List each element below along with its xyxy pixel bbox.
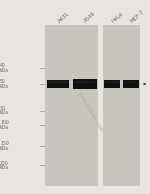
Text: 150
kDa: 150 kDa bbox=[0, 141, 9, 151]
Bar bbox=[47, 80, 69, 88]
Bar bbox=[74, 81, 96, 83]
Text: A431: A431 bbox=[57, 10, 70, 23]
Bar bbox=[45, 25, 98, 186]
Text: WWW.PTGLABC.COM: WWW.PTGLABC.COM bbox=[77, 92, 103, 133]
Text: 50
kDa: 50 kDa bbox=[0, 79, 9, 89]
Text: A549: A549 bbox=[83, 10, 97, 23]
Text: 100
kDa: 100 kDa bbox=[0, 120, 9, 130]
Text: 70
kDa: 70 kDa bbox=[0, 106, 9, 115]
Text: 40
kDa: 40 kDa bbox=[0, 63, 9, 73]
Bar bbox=[104, 80, 120, 88]
Bar bbox=[73, 79, 97, 89]
Text: HeLa: HeLa bbox=[111, 11, 124, 23]
Text: MCF-7: MCF-7 bbox=[129, 9, 145, 23]
Bar bbox=[103, 25, 140, 186]
Bar bbox=[48, 81, 68, 83]
Bar bbox=[105, 81, 120, 83]
Text: 250
kDa: 250 kDa bbox=[0, 160, 9, 170]
Bar bbox=[123, 80, 139, 88]
Bar bbox=[123, 81, 138, 83]
